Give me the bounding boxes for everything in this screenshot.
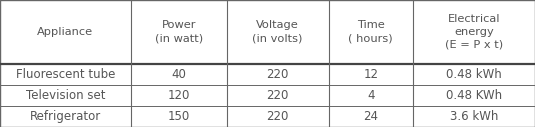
- Text: 12: 12: [363, 68, 378, 81]
- Text: Television set: Television set: [26, 89, 105, 102]
- Text: Appliance: Appliance: [37, 27, 94, 37]
- Text: 220: 220: [266, 68, 289, 81]
- Text: Voltage
(in volts): Voltage (in volts): [253, 20, 303, 43]
- Text: 0.48 KWh: 0.48 KWh: [446, 89, 502, 102]
- Text: 40: 40: [171, 68, 186, 81]
- Text: Power
(in watt): Power (in watt): [155, 20, 203, 43]
- Text: Refrigerator: Refrigerator: [30, 110, 101, 123]
- Text: Electrical
energy
(E = P x t): Electrical energy (E = P x t): [445, 14, 503, 50]
- Text: 220: 220: [266, 110, 289, 123]
- Text: Fluorescent tube: Fluorescent tube: [16, 68, 115, 81]
- Text: 0.48 kWh: 0.48 kWh: [446, 68, 502, 81]
- Text: 120: 120: [167, 89, 190, 102]
- Text: 150: 150: [167, 110, 190, 123]
- Text: 220: 220: [266, 89, 289, 102]
- Text: Time
( hours): Time ( hours): [348, 20, 393, 43]
- Text: 3.6 kWh: 3.6 kWh: [450, 110, 498, 123]
- Text: 24: 24: [363, 110, 378, 123]
- Text: 4: 4: [367, 89, 374, 102]
